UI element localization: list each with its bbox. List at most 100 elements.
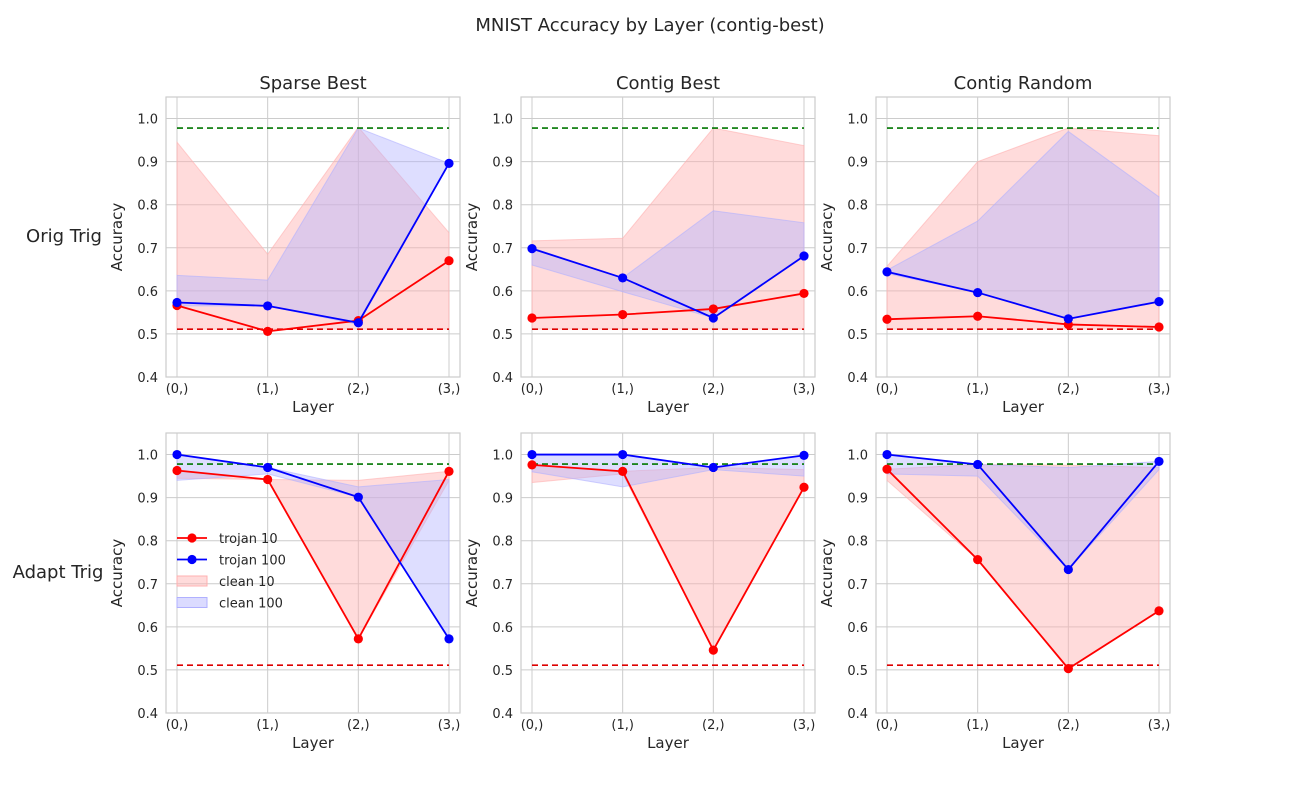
y-tick-label: 1.0 bbox=[492, 113, 513, 128]
data-point-trojan-100 bbox=[527, 449, 537, 460]
data-point-trojan-100 bbox=[353, 492, 363, 502]
data-point-trojan-100 bbox=[708, 313, 718, 323]
band-clean-100 bbox=[886, 453, 1160, 571]
data-point-trojan-100 bbox=[708, 462, 718, 473]
y-tick-label: 1.0 bbox=[847, 113, 868, 128]
y-tick-label: 0.4 bbox=[847, 371, 868, 386]
x-tick-label: (1,) bbox=[611, 382, 634, 397]
y-tick-label: 0.4 bbox=[492, 707, 513, 722]
y-tick-label: 1.0 bbox=[137, 113, 158, 128]
y-tick-label: 0.5 bbox=[137, 664, 158, 679]
data-point-trojan-10 bbox=[527, 460, 537, 470]
x-axis-label: Layer bbox=[1002, 398, 1045, 416]
row-label-adapt-trig: Adapt Trig bbox=[13, 562, 104, 583]
data-point-trojan-100 bbox=[973, 459, 983, 470]
series-line-trojan-100 bbox=[531, 247, 805, 320]
x-tick-label: (2,) bbox=[347, 718, 370, 733]
y-tick-label: 0.5 bbox=[847, 664, 868, 679]
data-point-trojan-10 bbox=[353, 634, 363, 644]
data-point-trojan-10 bbox=[444, 256, 454, 266]
data-point-trojan-100 bbox=[1154, 297, 1164, 307]
y-axis-label: Accuracy bbox=[463, 539, 481, 608]
y-tick-label: 0.8 bbox=[847, 535, 868, 550]
x-axis-label: Layer bbox=[647, 398, 690, 416]
data-point-trojan-100 bbox=[1154, 456, 1164, 467]
data-point-trojan-10 bbox=[618, 466, 628, 476]
data-point-trojan-10 bbox=[618, 309, 628, 320]
y-tick-label: 0.6 bbox=[137, 621, 158, 636]
plot-area bbox=[875, 96, 1171, 378]
data-point-trojan-10 bbox=[1154, 606, 1164, 616]
subplot-grid: 0.4 0.5 0.6 0.7 0.8 0.9 1.0 (0,) (1,) (2,) (3,) Spa… bbox=[108, 73, 1171, 752]
data-point-trojan-10 bbox=[527, 313, 537, 323]
x-tick-label: (3,) bbox=[1148, 718, 1171, 733]
y-tick-label: 0.8 bbox=[847, 199, 868, 214]
plot-area bbox=[520, 96, 816, 378]
data-point-trojan-10 bbox=[1154, 322, 1164, 332]
x-tick-label: (0,) bbox=[876, 382, 899, 397]
y-tick-label: 0.4 bbox=[847, 707, 868, 722]
x-tick-label: (3,) bbox=[1148, 382, 1171, 397]
y-tick-label: 0.6 bbox=[847, 285, 868, 300]
x-tick-label: (2,) bbox=[1057, 382, 1080, 397]
y-tick-label: 0.7 bbox=[137, 242, 158, 257]
data-point-trojan-10 bbox=[172, 465, 182, 476]
data-point-trojan-100 bbox=[882, 449, 892, 460]
y-axis-label: Accuracy bbox=[818, 203, 836, 272]
data-point-trojan-100 bbox=[527, 244, 537, 254]
series-line-trojan-100 bbox=[532, 453, 805, 469]
subplot-title: Sparse Best bbox=[259, 73, 366, 94]
data-point-trojan-100 bbox=[618, 273, 628, 283]
x-tick-label: (0,) bbox=[521, 718, 544, 733]
legend-label: clean 100 bbox=[219, 597, 283, 612]
data-point-trojan-100 bbox=[263, 301, 273, 311]
x-tick-label: (2,) bbox=[1057, 718, 1080, 733]
y-tick-label: 0.9 bbox=[137, 492, 158, 507]
x-tick-label: (2,) bbox=[347, 382, 370, 397]
y-tick-label: 0.9 bbox=[847, 492, 868, 507]
data-point-trojan-10 bbox=[799, 288, 809, 299]
y-tick-label: 0.9 bbox=[492, 492, 513, 507]
y-tick-label: 0.9 bbox=[137, 156, 158, 171]
series-line-trojan-10 bbox=[886, 468, 1160, 670]
x-tick-label: (2,) bbox=[702, 718, 725, 733]
y-tick-label: 0.9 bbox=[847, 156, 868, 171]
y-axis-label: Accuracy bbox=[463, 203, 481, 272]
series-line-trojan-100 bbox=[176, 453, 450, 640]
data-point-trojan-10 bbox=[1063, 664, 1073, 674]
y-tick-label: 0.8 bbox=[137, 199, 158, 214]
x-tick-label: (1,) bbox=[256, 718, 279, 733]
y-tick-label: 1.0 bbox=[847, 449, 868, 464]
x-tick-label: (3,) bbox=[793, 718, 816, 733]
legend-entry: trojan 10 bbox=[177, 532, 278, 547]
x-tick-label: (3,) bbox=[438, 718, 461, 733]
y-tick-label: 0.7 bbox=[847, 242, 868, 257]
series-line-trojan-100 bbox=[886, 453, 1160, 571]
subplot-6: 0.4 0.5 0.6 0.7 0.8 0.9 1.0 (0,) (1,) (2,) (3,) Lay… bbox=[818, 432, 1171, 752]
y-axis-label: Accuracy bbox=[108, 539, 126, 608]
y-tick-label: 0.6 bbox=[492, 285, 513, 300]
x-axis-label: Layer bbox=[1002, 734, 1045, 752]
x-tick-label: (0,) bbox=[521, 382, 544, 397]
y-tick-label: 0.5 bbox=[492, 664, 513, 679]
data-point-trojan-100 bbox=[799, 450, 809, 460]
data-point-trojan-100 bbox=[172, 449, 182, 460]
x-axis-label: Layer bbox=[292, 398, 335, 416]
y-tick-label: 0.5 bbox=[847, 328, 868, 343]
data-point-trojan-100 bbox=[973, 287, 983, 298]
plot-area bbox=[520, 432, 816, 714]
x-tick-label: (1,) bbox=[966, 382, 989, 397]
data-point-trojan-100 bbox=[1063, 564, 1073, 575]
legend-label: trojan 10 bbox=[219, 532, 278, 547]
subplot-4: 0.4 0.5 0.6 0.7 0.8 0.9 1.0 (0,) (1,) (2,) (3,) Lay… bbox=[108, 432, 461, 752]
data-point-trojan-10 bbox=[882, 464, 892, 474]
series-line-trojan-10 bbox=[531, 463, 805, 653]
y-tick-label: 0.6 bbox=[847, 621, 868, 636]
legend-entry: trojan 100 bbox=[177, 554, 286, 569]
subplot-3: 0.4 0.5 0.6 0.7 0.8 0.9 1.0 (0,) (1,) (2,) (3,) Con… bbox=[818, 73, 1171, 416]
x-tick-label: (2,) bbox=[702, 382, 725, 397]
x-tick-label: (1,) bbox=[611, 718, 634, 733]
y-tick-label: 0.7 bbox=[492, 242, 513, 257]
y-tick-label: 0.8 bbox=[492, 535, 513, 550]
y-tick-label: 1.0 bbox=[492, 449, 513, 464]
